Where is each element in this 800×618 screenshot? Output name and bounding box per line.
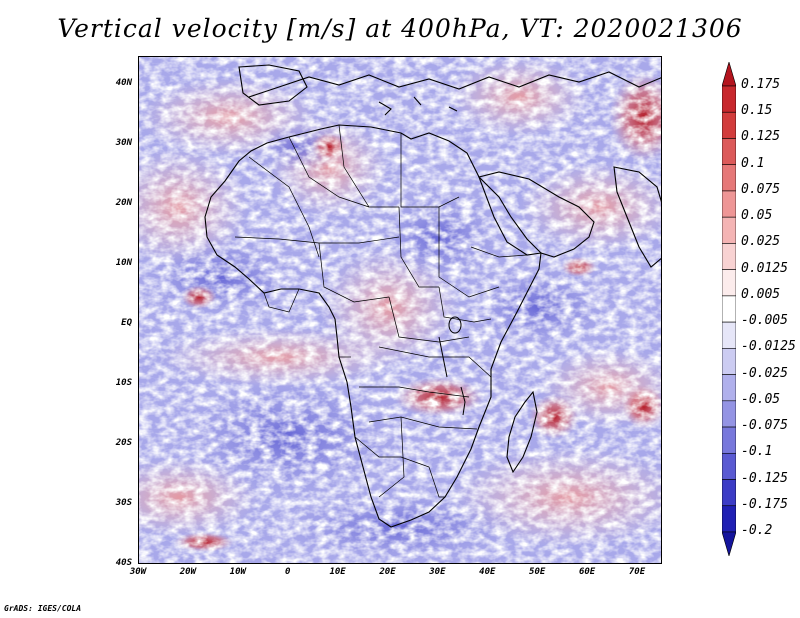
coastlines — [204, 64, 661, 528]
colorbar-level-label: 0.075 — [741, 181, 781, 197]
lake-malawi — [460, 386, 466, 416]
lon-tick-label: 20E — [379, 567, 396, 577]
lat-tick-label: 40S — [115, 558, 132, 568]
grads-credit: GrADS: IGES/COLA — [4, 604, 82, 613]
lon-tick-label: 40E — [479, 567, 496, 577]
india-coastline — [613, 166, 661, 268]
lakes — [438, 316, 466, 416]
colorbar-level-label: 0.125 — [741, 129, 781, 145]
lat-tick-label: 10S — [115, 378, 132, 388]
colorbar-level-label: 0.175 — [741, 77, 781, 92]
colorbar-segment — [722, 374, 736, 402]
lat-tick-label: 30S — [115, 498, 132, 508]
colorbar-level-label: 0.1 — [741, 155, 765, 171]
colorbar-segment — [722, 216, 736, 244]
lon-tick-label: 10E — [329, 567, 346, 577]
lon-tick-label: 50E — [529, 567, 546, 577]
lon-tick-label: 70E — [628, 567, 646, 577]
colorbar-level-label: -0.075 — [741, 418, 788, 434]
colorbar-min-arrow — [722, 531, 736, 556]
colorbar-level-label: 0.0125 — [741, 260, 788, 276]
colorbar-segment — [722, 190, 736, 218]
colorbar-segment — [722, 479, 736, 507]
africa-coastline — [204, 124, 542, 528]
colorbar-segment — [722, 348, 736, 375]
colorbar-level-label: -0.05 — [741, 391, 781, 407]
colorbar-segment — [722, 295, 736, 323]
colorbar-level-label: -0.175 — [741, 496, 788, 512]
colorbar-segment — [722, 164, 736, 192]
iberia-coastline — [238, 64, 308, 106]
colorbar-segment — [722, 138, 736, 166]
colorbar-level-label: -0.005 — [741, 313, 788, 329]
map-canvas — [139, 57, 661, 563]
country-borders — [234, 124, 528, 498]
chart-title: Vertical velocity [m/s] at 400hPa, VT: 2… — [57, 14, 743, 43]
colorbar-segment — [722, 426, 736, 454]
lake-victoria — [448, 316, 462, 334]
lake-tanganyika — [438, 336, 448, 378]
colorbar-segment — [722, 243, 736, 270]
lat-tick-label: EQ — [121, 318, 132, 328]
colorbar-max-arrow — [722, 62, 736, 87]
lat-tick-label: 30N — [115, 138, 132, 148]
colorbar-segment — [722, 269, 736, 297]
colorbar-level-label: -0.125 — [741, 470, 788, 486]
lat-tick-label: 40N — [115, 78, 132, 88]
lon-tick-label: 30E — [429, 567, 446, 577]
colorbar — [722, 62, 736, 556]
velocity-map — [138, 56, 662, 564]
lon-tick-label: 10W — [229, 567, 246, 577]
colorbar-level-label: -0.1 — [741, 444, 773, 460]
colorbar-level-label: -0.025 — [741, 365, 788, 381]
colorbar-level-label: 0.15 — [741, 103, 773, 119]
lon-tick-label: 30W — [129, 567, 147, 577]
colorbar-segment — [722, 400, 736, 428]
europe-coastline — [248, 71, 661, 98]
colorbar-level-label: -0.0125 — [741, 339, 796, 355]
arabia-coastline — [477, 171, 595, 258]
colorbar-level-label: 0.05 — [741, 208, 773, 224]
lat-tick-label: 20N — [115, 198, 132, 208]
lon-tick-label: 20W — [179, 567, 197, 577]
lat-tick-label: 20S — [115, 438, 132, 448]
colorbar-segment — [722, 452, 736, 480]
colorbar-level-label: 0.005 — [741, 286, 781, 302]
lon-tick-label: 0 — [284, 567, 291, 577]
colorbar-level-label: -0.2 — [741, 523, 773, 538]
colorbar-level-label: 0.025 — [741, 234, 781, 250]
colorbar-segments — [722, 62, 736, 556]
lat-tick-label: 10N — [115, 258, 132, 268]
colorbar-segment — [722, 85, 736, 113]
colorbar-segment — [722, 321, 736, 349]
colorbar-segment — [722, 505, 736, 533]
lon-tick-label: 60E — [578, 567, 596, 577]
field-texture — [139, 57, 661, 563]
madagascar-coastline — [506, 390, 538, 474]
colorbar-segment — [722, 111, 736, 139]
mediterranean-islands — [378, 96, 458, 116]
